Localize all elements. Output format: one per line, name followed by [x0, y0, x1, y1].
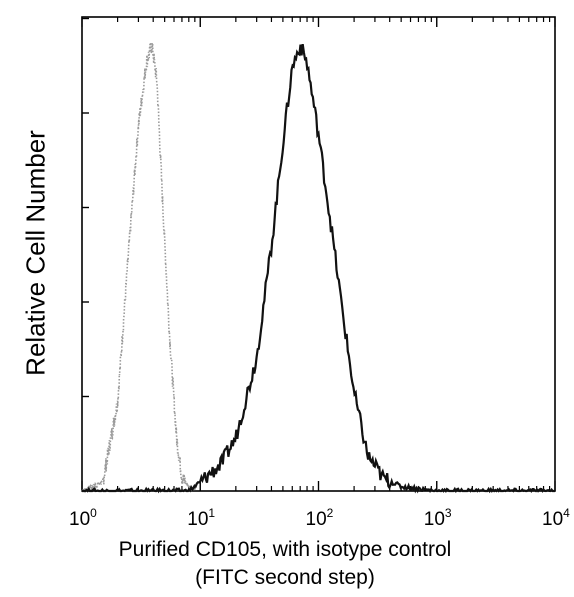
x-tick-label: 102	[306, 506, 334, 530]
x-axis-label-line2: (FITC second step)	[195, 566, 375, 589]
y-ticks	[82, 17, 89, 398]
plot-frame	[81, 16, 556, 492]
x-tick-label: 104	[542, 506, 570, 530]
series-layer	[81, 42, 555, 494]
x-ticks	[81, 17, 556, 491]
x-tick-label: 100	[69, 506, 97, 530]
x-tick-labels: 100 101 102 103 104	[69, 506, 570, 530]
x-tick-label: 103	[424, 506, 452, 530]
isotype-control-series	[81, 42, 196, 494]
y-axis-label: Relative Cell Number	[20, 130, 51, 376]
cd105-series	[82, 43, 555, 494]
x-axis-label-line1: Purified CD105, with isotype control	[118, 538, 452, 561]
x-tick-label: 101	[187, 506, 215, 530]
